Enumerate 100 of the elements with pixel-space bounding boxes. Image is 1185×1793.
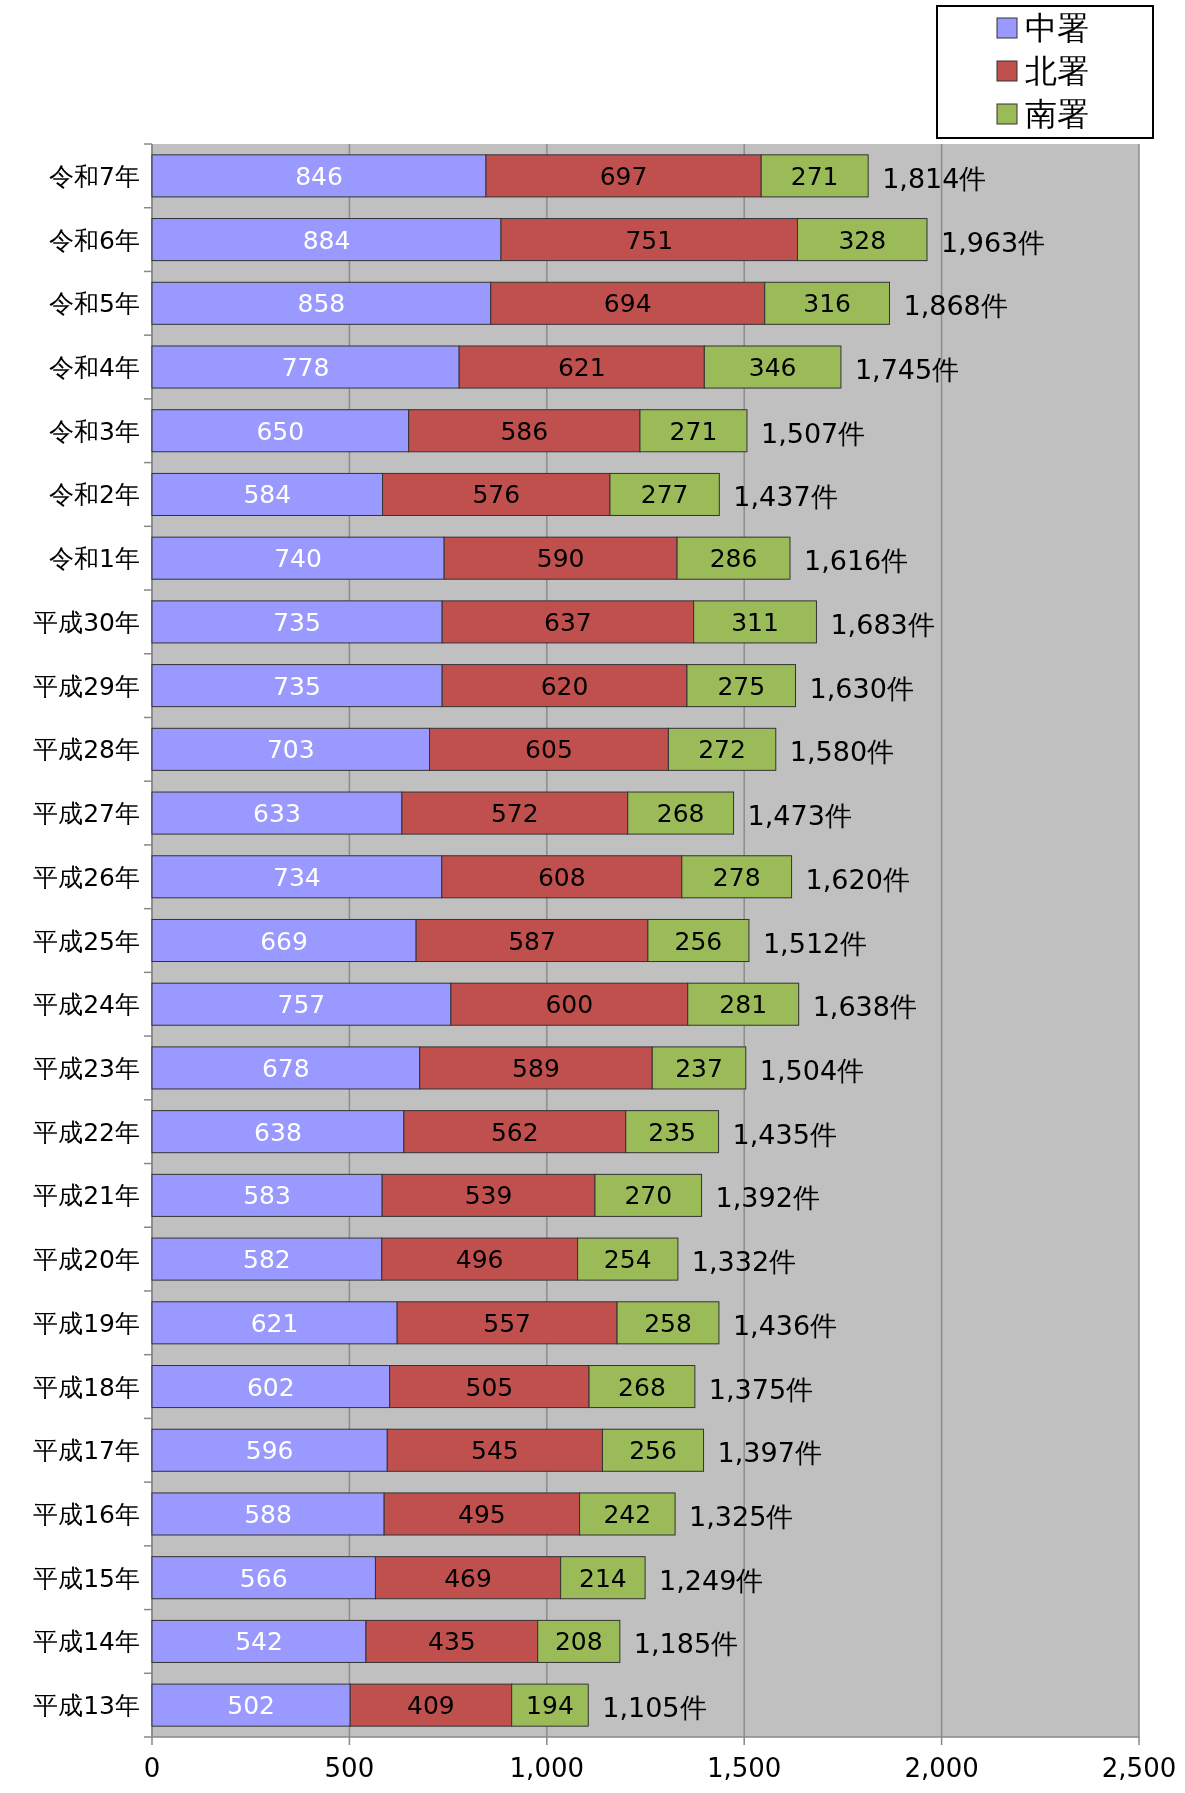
data-label: 757 <box>277 990 326 1020</box>
data-label: 208 <box>554 1627 603 1657</box>
data-label: 608 <box>537 862 586 892</box>
y-tick-label: 平成30年 <box>33 607 140 637</box>
data-label: 650 <box>256 416 305 446</box>
data-label: 214 <box>579 1563 627 1593</box>
data-label: 275 <box>717 671 766 701</box>
total-label: 1,616件 <box>804 545 909 577</box>
total-label: 1,105件 <box>602 1692 707 1724</box>
data-label: 256 <box>629 1436 677 1466</box>
total-label: 1,435件 <box>732 1118 837 1150</box>
data-label: 858 <box>297 289 346 319</box>
data-label: 542 <box>235 1627 283 1657</box>
data-label: 271 <box>790 161 839 191</box>
data-label: 256 <box>674 926 723 956</box>
y-tick-label: 平成18年 <box>33 1372 140 1402</box>
total-label: 1,392件 <box>715 1182 820 1214</box>
total-label: 1,638件 <box>812 991 917 1023</box>
y-tick-label: 令和6年 <box>49 225 140 255</box>
y-tick-label: 令和3年 <box>49 416 140 446</box>
data-label: 254 <box>603 1245 652 1275</box>
data-label: 735 <box>273 607 321 637</box>
data-label: 605 <box>525 735 573 765</box>
data-label: 328 <box>838 225 887 255</box>
data-label: 703 <box>266 735 315 765</box>
total-label: 1,630件 <box>809 672 914 704</box>
data-label: 505 <box>465 1372 514 1402</box>
total-label: 1,437件 <box>733 481 838 513</box>
y-tick-label: 平成24年 <box>33 990 140 1020</box>
data-label: 271 <box>669 416 718 446</box>
total-label: 1,249件 <box>659 1564 764 1596</box>
y-tick-label: 平成14年 <box>33 1627 140 1657</box>
data-label: 572 <box>490 799 539 829</box>
total-label: 1,325件 <box>689 1500 794 1532</box>
data-label: 539 <box>464 1181 513 1211</box>
total-label: 1,620件 <box>805 863 910 895</box>
data-label: 697 <box>599 161 648 191</box>
legend-label: 北署 <box>1025 52 1089 90</box>
y-tick-label: 平成22年 <box>33 1117 140 1147</box>
data-label: 694 <box>603 289 652 319</box>
legend-label: 中署 <box>1025 9 1089 47</box>
data-label: 734 <box>273 862 321 892</box>
data-label: 272 <box>698 735 746 765</box>
y-tick-label: 平成13年 <box>33 1691 140 1721</box>
data-label: 589 <box>512 1053 560 1083</box>
data-label: 235 <box>648 1117 697 1147</box>
total-label: 1,507件 <box>760 417 866 449</box>
data-label: 268 <box>618 1372 666 1402</box>
data-label: 638 <box>254 1117 302 1147</box>
y-tick-label: 平成15年 <box>33 1563 140 1593</box>
data-label: 576 <box>472 480 521 510</box>
data-label: 678 <box>261 1053 310 1083</box>
total-label: 1,473件 <box>747 800 852 832</box>
data-label: 621 <box>557 353 606 383</box>
data-label: 633 <box>253 799 301 829</box>
data-label: 281 <box>719 990 768 1020</box>
legend-label: 南署 <box>1025 95 1089 133</box>
data-label: 469 <box>444 1563 492 1593</box>
total-label: 1,683件 <box>830 608 935 640</box>
data-label: 778 <box>281 353 330 383</box>
x-tick-label: 0 <box>143 1753 161 1783</box>
x-tick-label: 2,500 <box>1101 1753 1177 1783</box>
y-tick-label: 令和2年 <box>49 480 140 510</box>
data-label: 346 <box>748 353 797 383</box>
total-label: 1,868件 <box>903 290 1008 322</box>
total-label: 1,375件 <box>708 1373 814 1405</box>
total-label: 1,745件 <box>854 354 960 386</box>
y-tick-label: 令和5年 <box>49 289 140 319</box>
x-tick-label: 1,000 <box>509 1753 585 1783</box>
y-tick-label: 平成26年 <box>33 862 140 892</box>
data-label: 637 <box>544 607 592 637</box>
data-label: 588 <box>244 1499 292 1529</box>
total-label: 1,504件 <box>759 1054 865 1086</box>
data-label: 194 <box>526 1691 574 1721</box>
y-tick-label: 令和1年 <box>49 544 140 574</box>
y-tick-label: 平成16年 <box>33 1499 140 1529</box>
x-tick-label: 1,500 <box>706 1753 782 1783</box>
data-label: 620 <box>540 671 589 701</box>
data-label: 669 <box>260 926 308 956</box>
total-label: 1,512件 <box>762 927 868 959</box>
data-label: 586 <box>500 416 549 446</box>
y-tick-label: 平成27年 <box>33 799 140 829</box>
data-label: 242 <box>603 1499 652 1529</box>
data-label: 582 <box>243 1245 291 1275</box>
data-label: 602 <box>246 1372 295 1402</box>
x-tick-label: 2,000 <box>904 1753 979 1783</box>
data-label: 258 <box>644 1308 692 1338</box>
data-label: 621 <box>250 1308 299 1338</box>
y-tick-label: 令和7年 <box>49 161 140 191</box>
data-label: 270 <box>624 1181 673 1211</box>
y-tick-label: 平成19年 <box>33 1308 140 1338</box>
data-label: 495 <box>458 1499 506 1529</box>
data-label: 740 <box>274 544 322 574</box>
y-tick-label: 平成20年 <box>33 1245 140 1275</box>
data-label: 286 <box>709 544 758 574</box>
data-label: 268 <box>656 799 705 829</box>
data-label: 545 <box>471 1436 519 1466</box>
data-label: 409 <box>407 1691 455 1721</box>
data-label: 562 <box>490 1117 539 1147</box>
data-label: 884 <box>302 225 351 255</box>
